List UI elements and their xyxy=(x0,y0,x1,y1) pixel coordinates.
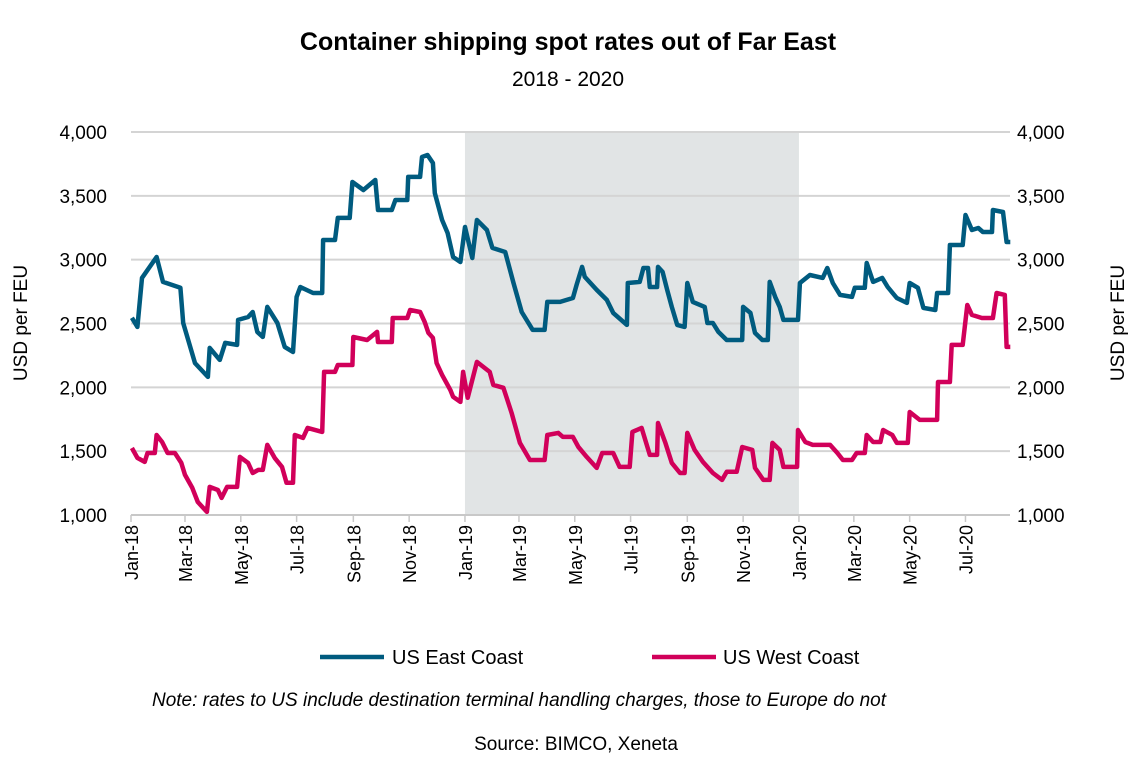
x-tick-label: May-20 xyxy=(901,525,921,585)
x-tick-label: Mar-19 xyxy=(510,525,530,582)
y-axis-right: 1,000 1,500 2,000 2,500 3,000 3,500 4,000 xyxy=(1017,123,1065,527)
y-axis-label-left: USD per FEU xyxy=(11,265,32,381)
legend-item-us-east-coast[interactable]: US East Coast xyxy=(320,647,524,669)
y-tick-label-left: 1,500 xyxy=(59,442,107,463)
chart-subtitle: 2018 - 2020 xyxy=(512,68,624,91)
x-tick-label: Sep-18 xyxy=(344,525,364,583)
x-tick-label: Mar-18 xyxy=(176,525,196,582)
y-tick-label-right: 2,500 xyxy=(1017,315,1065,336)
series-line-us-east-coast xyxy=(129,152,1011,380)
chart-note: Note: rates to US include destination te… xyxy=(152,690,887,711)
legend-label-west: US West Coast xyxy=(723,647,860,669)
chart-source: Source: BIMCO, Xeneta xyxy=(474,734,678,755)
x-tick-label: Nov-18 xyxy=(400,525,420,583)
series-line-us-west-coast xyxy=(129,290,1011,515)
y-tick-label-left: 1,000 xyxy=(59,506,107,527)
x-tick-label: Jul-18 xyxy=(288,525,308,574)
y-axis-label-right: USD per FEU xyxy=(1108,265,1129,381)
chart-title: Container shipping spot rates out of Far… xyxy=(300,28,837,56)
y-tick-label-right: 1,500 xyxy=(1017,442,1065,463)
x-tick-label: Jul-19 xyxy=(622,525,642,574)
legend-label-east: US East Coast xyxy=(392,647,524,669)
x-tick-label: Nov-19 xyxy=(734,525,754,583)
y-tick-label-right: 3,500 xyxy=(1017,187,1065,208)
x-tick-label: Jul-20 xyxy=(956,525,976,574)
y-tick-label-left: 2,000 xyxy=(59,378,107,399)
x-tick-label: Sep-19 xyxy=(678,525,698,583)
x-tick-label: Jan-18 xyxy=(122,525,142,580)
x-tick-label: Mar-20 xyxy=(845,525,865,582)
y-tick-label-left: 2,500 xyxy=(59,315,107,336)
x-tick-label: Jan-19 xyxy=(456,525,476,580)
y-tick-label-left: 3,500 xyxy=(59,187,107,208)
y-axis-left: 1,000 1,500 2,000 2,500 3,000 3,500 4,000 xyxy=(59,123,107,527)
y-tick-label-left: 4,000 xyxy=(59,123,107,144)
y-tick-label-left: 3,000 xyxy=(59,251,107,272)
x-tick-label: May-18 xyxy=(232,525,252,585)
x-tick-label: Jan-20 xyxy=(790,525,810,580)
legend: US East Coast US West Coast xyxy=(320,647,860,669)
y-tick-label-right: 2,000 xyxy=(1017,378,1065,399)
x-tick-label: May-19 xyxy=(566,525,586,585)
y-tick-label-right: 1,000 xyxy=(1017,506,1065,527)
series-lines xyxy=(129,152,1011,515)
x-axis: Jan-18 Mar-18 May-18 Jul-18 Sep-18 Nov-18 Jan-… xyxy=(122,514,1010,585)
y-tick-label-right: 3,000 xyxy=(1017,251,1065,272)
legend-item-us-west-coast[interactable]: US West Coast xyxy=(652,647,860,669)
y-tick-label-right: 4,000 xyxy=(1017,123,1065,144)
